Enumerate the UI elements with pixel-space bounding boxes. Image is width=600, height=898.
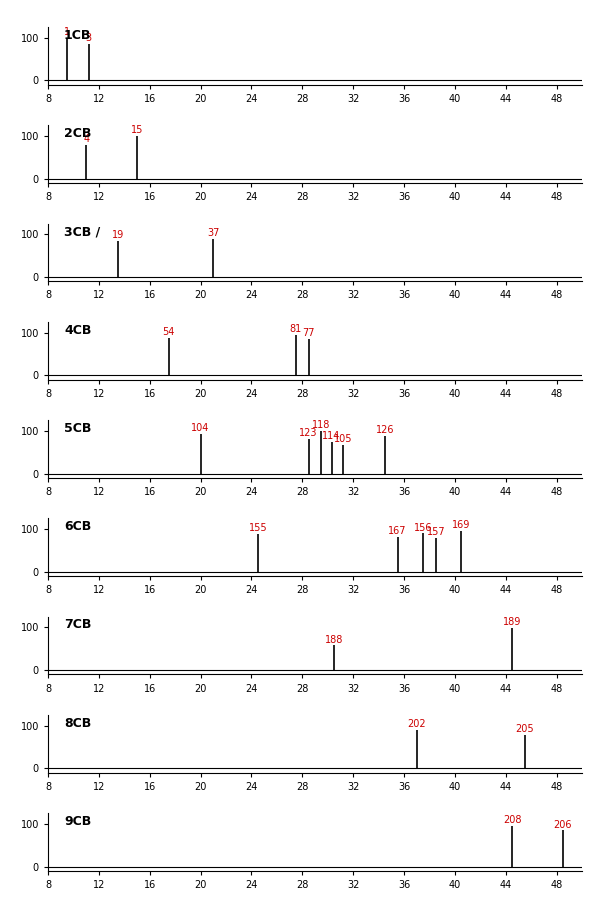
Text: 118: 118 (312, 420, 331, 430)
Text: 9CB: 9CB (64, 815, 91, 828)
Text: 202: 202 (407, 719, 426, 729)
Text: 8CB: 8CB (64, 717, 91, 730)
Text: 169: 169 (452, 520, 470, 531)
Text: 5CB: 5CB (64, 422, 91, 435)
Text: 37: 37 (207, 228, 220, 238)
Text: 155: 155 (248, 524, 267, 533)
Text: 6CB: 6CB (64, 520, 91, 533)
Text: 1CB: 1CB (64, 29, 91, 41)
Text: 167: 167 (388, 526, 407, 536)
Text: 3CB /: 3CB / (64, 225, 100, 238)
Text: 123: 123 (299, 427, 318, 437)
Text: 77: 77 (302, 328, 315, 338)
Text: 54: 54 (163, 327, 175, 337)
Text: 7CB: 7CB (64, 619, 91, 631)
Text: 157: 157 (427, 527, 445, 537)
Text: 19: 19 (112, 230, 124, 240)
Text: 81: 81 (290, 324, 302, 334)
Text: 189: 189 (503, 617, 521, 628)
Text: 206: 206 (554, 820, 572, 830)
Text: 205: 205 (515, 724, 534, 735)
Text: 104: 104 (191, 423, 210, 434)
Text: 15: 15 (131, 125, 143, 135)
Text: 208: 208 (503, 815, 521, 825)
Text: 105: 105 (334, 434, 352, 444)
Text: 114: 114 (322, 431, 341, 441)
Text: 126: 126 (376, 425, 394, 436)
Text: 3: 3 (86, 33, 92, 43)
Text: 188: 188 (325, 635, 343, 645)
Text: 4CB: 4CB (64, 323, 91, 337)
Text: 156: 156 (414, 523, 433, 533)
Text: 1: 1 (64, 27, 70, 37)
Text: 2CB: 2CB (64, 127, 91, 140)
Text: 4: 4 (83, 134, 89, 144)
